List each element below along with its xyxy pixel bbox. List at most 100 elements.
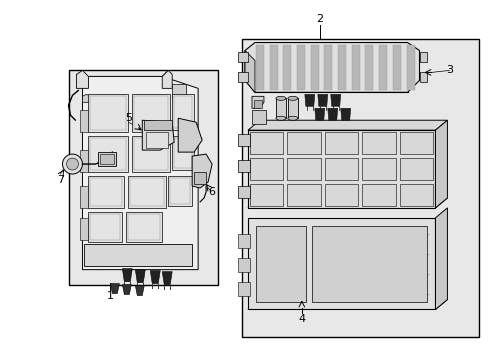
Bar: [238, 134, 249, 146]
Circle shape: [62, 154, 82, 174]
Polygon shape: [82, 94, 90, 102]
Bar: [399, 132, 432, 154]
Text: 3: 3: [445, 66, 452, 76]
Ellipse shape: [287, 116, 297, 120]
Bar: [194, 172, 205, 184]
Polygon shape: [178, 118, 202, 152]
Bar: [242, 39, 478, 337]
Bar: [81, 150, 88, 172]
Bar: [255, 45, 264, 90]
Bar: [238, 160, 249, 172]
Bar: [287, 158, 320, 180]
Polygon shape: [162, 272, 172, 285]
Polygon shape: [247, 120, 447, 130]
Text: 7: 7: [57, 175, 64, 185]
Polygon shape: [314, 108, 324, 120]
Polygon shape: [435, 208, 447, 310]
Bar: [362, 184, 395, 206]
Polygon shape: [135, 270, 145, 283]
Text: 4: 4: [298, 314, 305, 324]
Bar: [84, 244, 192, 266]
Bar: [90, 214, 120, 240]
Bar: [88, 94, 128, 132]
Bar: [283, 45, 291, 90]
Bar: [324, 45, 332, 90]
Polygon shape: [317, 94, 327, 106]
Bar: [337, 45, 346, 90]
Bar: [172, 136, 194, 170]
Bar: [168, 176, 192, 206]
Bar: [100, 154, 114, 164]
Bar: [128, 214, 160, 240]
Bar: [238, 72, 247, 82]
Bar: [362, 158, 395, 180]
Bar: [378, 45, 386, 90]
Bar: [172, 84, 186, 98]
Bar: [174, 138, 192, 168]
Bar: [325, 158, 358, 180]
Bar: [253, 100, 262, 108]
Bar: [88, 176, 124, 208]
Bar: [238, 258, 249, 272]
Polygon shape: [82, 76, 198, 270]
Polygon shape: [122, 269, 132, 282]
Bar: [90, 178, 122, 206]
Text: 2: 2: [316, 14, 323, 24]
Polygon shape: [435, 120, 447, 208]
Bar: [238, 234, 249, 248]
Bar: [419, 53, 427, 62]
Bar: [128, 176, 166, 208]
Bar: [325, 184, 358, 206]
Bar: [392, 45, 400, 90]
Polygon shape: [76, 71, 88, 88]
Bar: [296, 45, 305, 90]
Polygon shape: [150, 271, 160, 284]
Polygon shape: [192, 154, 212, 188]
Bar: [311, 226, 427, 302]
Polygon shape: [327, 108, 337, 120]
Bar: [365, 45, 373, 90]
Polygon shape: [287, 98, 297, 118]
Ellipse shape: [275, 116, 285, 120]
Bar: [269, 45, 277, 90]
Bar: [249, 184, 283, 206]
Polygon shape: [162, 71, 172, 88]
Bar: [144, 120, 172, 130]
Polygon shape: [247, 300, 447, 310]
Bar: [174, 96, 192, 128]
Bar: [399, 184, 432, 206]
Polygon shape: [142, 120, 174, 150]
Bar: [81, 218, 88, 240]
Bar: [88, 212, 122, 242]
Polygon shape: [247, 198, 447, 208]
Bar: [419, 72, 427, 82]
Bar: [310, 45, 318, 90]
Bar: [88, 136, 128, 172]
Bar: [68, 71, 218, 285]
Text: 6: 6: [208, 187, 215, 197]
Polygon shape: [110, 284, 119, 293]
Bar: [249, 132, 283, 154]
Polygon shape: [330, 94, 340, 106]
Polygon shape: [122, 285, 131, 294]
Bar: [251, 110, 265, 124]
Bar: [172, 94, 194, 130]
Bar: [134, 138, 168, 170]
Bar: [287, 132, 320, 154]
Polygon shape: [135, 285, 144, 296]
Bar: [126, 212, 162, 242]
Polygon shape: [244, 50, 254, 92]
Bar: [399, 158, 432, 180]
Bar: [132, 94, 170, 132]
Bar: [90, 96, 126, 130]
Bar: [81, 186, 88, 208]
Bar: [362, 132, 395, 154]
Bar: [249, 158, 283, 180]
Bar: [287, 184, 320, 206]
Bar: [238, 53, 247, 62]
Bar: [247, 130, 435, 208]
Polygon shape: [340, 108, 350, 120]
Polygon shape: [251, 96, 264, 108]
Bar: [134, 96, 168, 130]
Text: 1: 1: [107, 291, 114, 301]
